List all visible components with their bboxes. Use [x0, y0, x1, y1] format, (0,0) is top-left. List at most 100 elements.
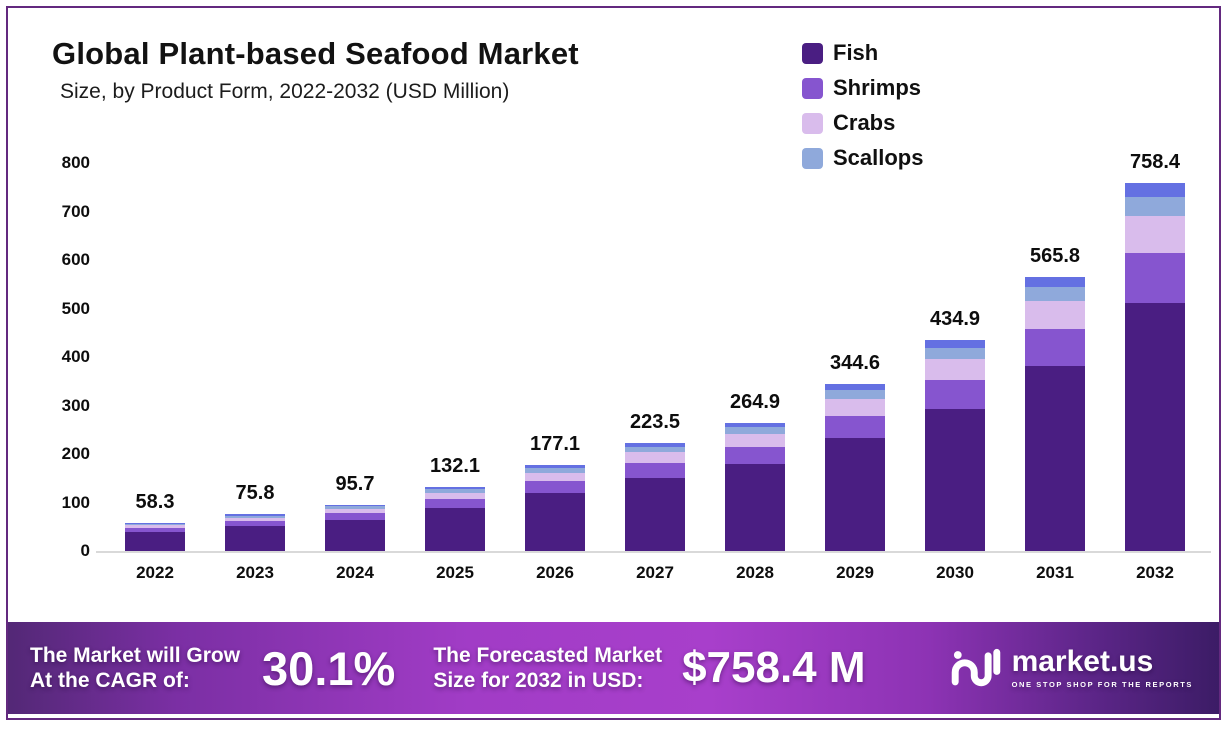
segment-2031-scallops	[1025, 286, 1085, 302]
x-tick-2025: 2025	[436, 563, 474, 582]
segment-2026-others	[525, 465, 585, 469]
page-subtitle: Size, by Product Form, 2022-2032 (USD Mi…	[60, 80, 510, 103]
segment-2026-fish	[525, 493, 585, 551]
legend-item-crabs: Crabs	[802, 110, 923, 136]
bar-stack-2023	[225, 514, 285, 551]
marketus-logo-icon	[951, 648, 1000, 687]
legend-label-crabs: Crabs	[833, 110, 896, 135]
segment-2026-crabs	[525, 472, 585, 482]
y-tick-100: 100	[61, 492, 90, 512]
x-tick-2031: 2031	[1036, 563, 1074, 582]
segment-2023-shrimps	[225, 521, 285, 527]
x-axis-line	[96, 551, 1211, 553]
bar-2023: 75.8	[205, 482, 305, 551]
x-tick-2022: 2022	[136, 563, 174, 582]
segment-2028-others	[725, 422, 785, 428]
brand-logo: market.us ONE STOP SHOP FOR THE REPORTS	[950, 645, 1193, 691]
segment-2022-shrimps	[125, 528, 185, 532]
x-tick-2032: 2032	[1136, 563, 1174, 582]
bar-2030: 434.9	[905, 308, 1005, 551]
segment-2031-fish	[1025, 365, 1085, 551]
bar-total-2023: 75.8	[235, 482, 275, 505]
x-tick-2027: 2027	[636, 563, 674, 582]
segment-2030-scallops	[925, 347, 985, 360]
segment-2023-others	[225, 514, 285, 516]
fish-swatch-icon	[802, 42, 823, 64]
bar-2027: 223.5	[605, 411, 705, 551]
segment-2023-crabs	[225, 517, 285, 522]
crabs-swatch-icon	[802, 112, 823, 134]
bar-total-2022: 58.3	[135, 490, 175, 513]
legend-label-scallops: Scallops	[833, 145, 924, 170]
segment-2029-shrimps	[825, 415, 885, 439]
segment-2026-shrimps	[525, 481, 585, 494]
bar-total-2030: 434.9	[929, 308, 981, 331]
segment-2025-shrimps	[425, 499, 485, 508]
segment-2027-shrimps	[625, 463, 685, 478]
segment-2028-shrimps	[725, 446, 785, 465]
bar-2032: 758.4	[1105, 151, 1205, 551]
segment-2032-crabs	[1125, 216, 1185, 254]
segment-2030-others	[925, 340, 985, 348]
segment-2025-crabs	[425, 492, 485, 500]
bar-stack-2026	[525, 465, 585, 551]
segment-2027-scallops	[625, 446, 685, 453]
y-tick-500: 500	[61, 298, 90, 318]
legend-item-shrimps: Shrimps	[802, 75, 923, 101]
segment-2022-others	[125, 522, 185, 524]
segment-2032-scallops	[1125, 196, 1185, 217]
x-tick-2023: 2023	[236, 563, 274, 582]
segment-2023-fish	[225, 526, 285, 551]
segment-2024-crabs	[325, 508, 385, 514]
brand-tagline: ONE STOP SHOP FOR THE REPORTS	[1011, 680, 1193, 690]
bar-total-2029: 344.6	[829, 351, 881, 374]
x-tick-2026: 2026	[536, 563, 574, 582]
brand-text: market.us ONE STOP SHOP FOR THE REPORTS	[1012, 647, 1193, 689]
scallops-swatch-icon	[802, 147, 823, 169]
chart-frame	[6, 6, 1221, 720]
y-tick-300: 300	[61, 395, 90, 415]
bar-stack-2030	[925, 340, 985, 551]
bar-total-2031: 565.8	[1029, 244, 1081, 267]
segment-2026-scallops	[525, 468, 585, 473]
segment-2029-fish	[825, 438, 885, 551]
segment-2028-scallops	[725, 427, 785, 435]
bar-stack-2025	[425, 486, 485, 551]
segment-2024-scallops	[325, 506, 385, 509]
y-tick-400: 400	[61, 347, 90, 366]
segment-2030-crabs	[925, 359, 985, 381]
segment-2032-shrimps	[1125, 253, 1185, 303]
segment-2025-fish	[425, 507, 485, 551]
forecast-label-line1: The Forecasted Market	[433, 643, 663, 667]
bar-2029: 344.6	[805, 352, 905, 551]
bar-2028: 264.9	[705, 391, 805, 551]
legend-item-scallops: Scallops	[802, 145, 923, 171]
plot-area: 58.3 75.8 95.7 132.1 177.1 223.5 264.9 344.6 434…	[105, 151, 1205, 551]
segment-2028-fish	[725, 464, 785, 551]
cagr-label-line1: The Market will Grow	[30, 643, 241, 667]
segment-2027-fish	[625, 477, 685, 551]
segment-2028-crabs	[725, 434, 785, 447]
brand-name: market.us	[1011, 645, 1154, 679]
cagr-label-line2: At the CAGR of:	[30, 669, 190, 692]
x-tick-2029: 2029	[836, 563, 874, 582]
segment-2031-shrimps	[1025, 328, 1085, 366]
y-tick-200: 200	[61, 444, 90, 463]
bar-stack-2027	[625, 442, 685, 551]
bar-stack-2022	[125, 522, 185, 551]
bar-total-2028: 264.9	[729, 390, 781, 413]
segment-2025-others	[425, 486, 485, 490]
bar-stack-2029	[825, 383, 885, 551]
segment-2031-crabs	[1025, 301, 1085, 329]
forecast-value: $758.4 M	[682, 643, 866, 692]
bar-2026: 177.1	[505, 433, 605, 551]
bar-2031: 565.8	[1005, 245, 1105, 551]
x-tick-2028: 2028	[736, 563, 774, 582]
x-tick-2024: 2024	[336, 563, 374, 582]
bar-stack-2031	[1025, 276, 1085, 551]
segment-2029-crabs	[825, 398, 885, 416]
y-tick-800: 800	[61, 153, 90, 172]
bar-total-2026: 177.1	[529, 433, 581, 456]
segment-2030-fish	[925, 408, 985, 551]
segment-2030-shrimps	[925, 380, 985, 409]
